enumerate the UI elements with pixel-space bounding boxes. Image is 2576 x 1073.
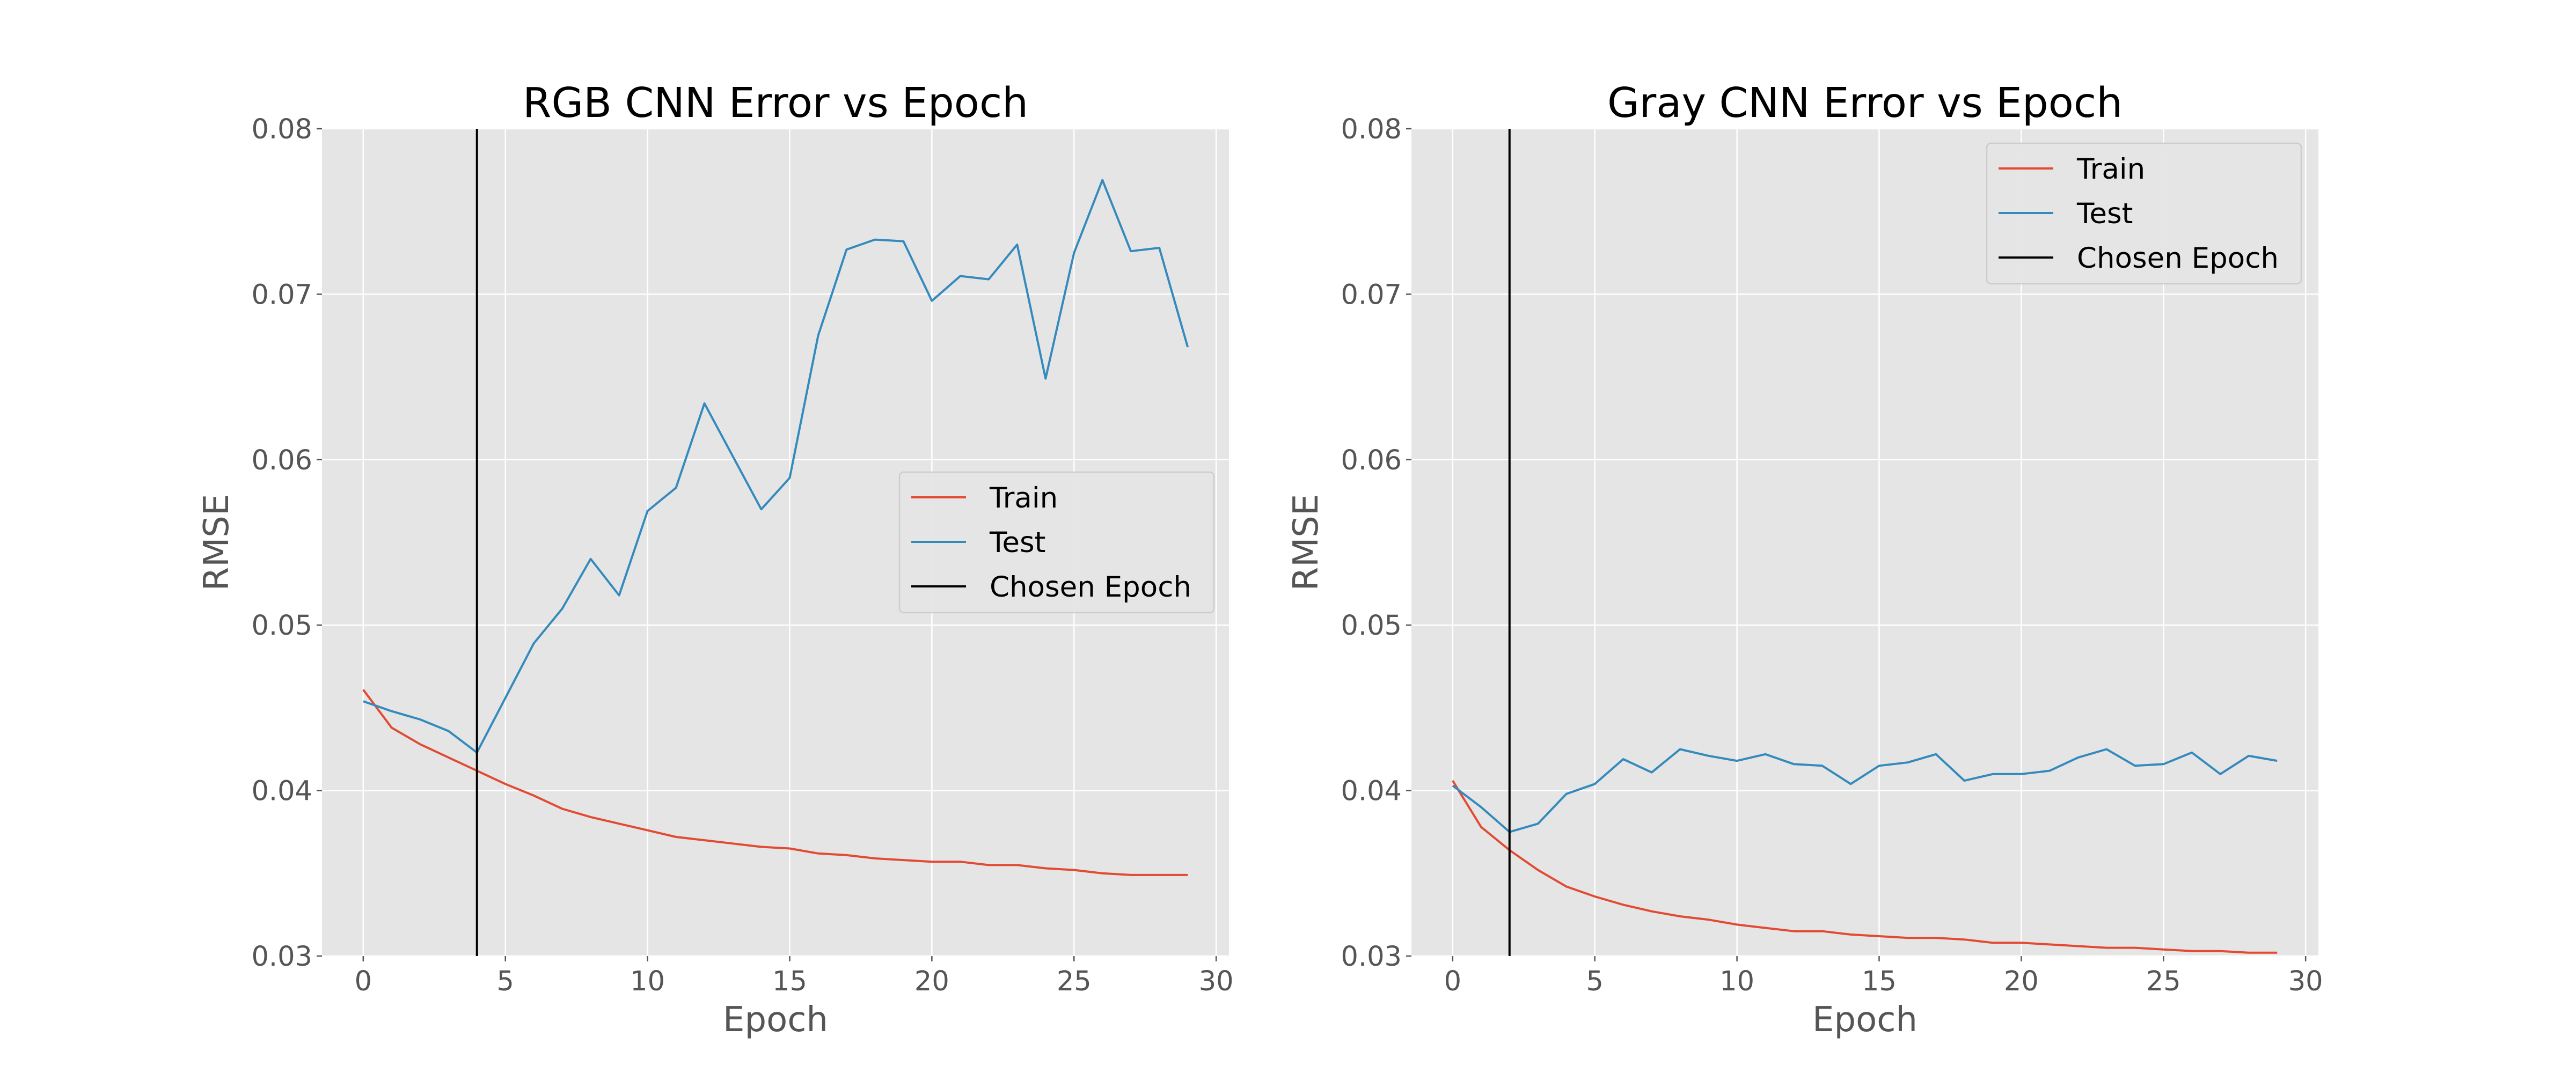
chart-1-x-tick-label: 15 xyxy=(772,966,807,997)
chart-2-series-test-line xyxy=(1452,748,2278,833)
chart-1: 0 5 10 15 20 25 30 0.03 0.04 0.05 0.06 0.07 0.08 Epoc… xyxy=(197,79,1234,1040)
chart-1-y-tick-label: 0.06 xyxy=(251,445,312,476)
chart-2-x-tick-label: 5 xyxy=(1586,966,1603,997)
chart-2-legend-label: Chosen Epoch xyxy=(2077,242,2279,275)
chart-1-y-tick-label: 0.05 xyxy=(251,610,312,642)
chart-1-y-tick-label: 0.03 xyxy=(251,941,312,973)
chart-1-legend-label: Train xyxy=(989,482,1058,515)
chart-2: 0 5 10 15 20 25 30 0.03 0.04 0.05 0.06 0.07 0.08 Epoc… xyxy=(1286,79,2323,1040)
chart-2-series-train-line xyxy=(1452,780,2278,954)
chart-2-y-tick-label: 0.06 xyxy=(1341,445,1402,476)
chart-1-series-train-line xyxy=(362,689,1188,876)
chart-1-y-tick-label: 0.08 xyxy=(251,114,312,145)
chart-2-x-tick-label: 15 xyxy=(1862,966,1897,997)
chart-1-legend-box xyxy=(898,471,1215,614)
chart-2-y-tick-label: 0.04 xyxy=(1341,776,1402,807)
chart-2-x-tick-label: 0 xyxy=(1444,966,1461,997)
chart-2-x-axis-label: Epoch xyxy=(1812,1000,1918,1040)
chart-2-x-tick-label: 10 xyxy=(1719,966,1754,997)
chart-1-x-tick-label: 25 xyxy=(1057,966,1092,997)
chart-2-y-tick-label: 0.05 xyxy=(1341,610,1402,642)
chart-2-x-tick-label: 25 xyxy=(2146,966,2181,997)
chart-2-title: Gray CNN Error vs Epoch xyxy=(1607,79,2123,127)
chart-2-y-axis-label: RMSE xyxy=(1286,494,1326,591)
chart-1-series-test-line xyxy=(363,179,1189,754)
chart-2-legend-label: Train xyxy=(2076,153,2145,186)
chart-2-legend-box xyxy=(1986,142,2302,285)
chart-1-y-tick-label: 0.07 xyxy=(251,279,312,311)
chart-1-y-axis-label: RMSE xyxy=(197,494,237,591)
chart-2-y-tick-label: 0.03 xyxy=(1341,941,1402,973)
chart-2-x-tick-label: 20 xyxy=(2004,966,2039,997)
chart-1-title: RGB CNN Error vs Epoch xyxy=(523,79,1028,127)
chart-1-x-tick-label: 0 xyxy=(355,966,372,997)
chart-2-legend-label: Test xyxy=(2076,197,2133,230)
chart-1-legend-label: Test xyxy=(989,526,1045,559)
chart-1-legend: Train Test Chosen Epoch xyxy=(898,471,1215,614)
chart-1-legend-label: Chosen Epoch xyxy=(990,571,1191,604)
chart-1-x-tick-label: 5 xyxy=(496,966,514,997)
chart-1-y-tick-label: 0.04 xyxy=(251,776,312,807)
chart-1-grid xyxy=(322,128,1229,957)
chart-1-x-tick-label: 30 xyxy=(1199,966,1234,997)
chart-2-y-tick-label: 0.08 xyxy=(1341,114,1402,145)
chart-1-x-tick-label: 10 xyxy=(630,966,665,997)
chart-1-x-tick-label: 20 xyxy=(914,966,949,997)
chart-2-x-tick-label: 30 xyxy=(2288,966,2323,997)
chart-1-x-axis-label: Epoch xyxy=(723,1000,828,1040)
chart-2-legend: Train Test Chosen Epoch xyxy=(1986,142,2302,285)
chart-2-y-tick-label: 0.07 xyxy=(1341,279,1402,311)
